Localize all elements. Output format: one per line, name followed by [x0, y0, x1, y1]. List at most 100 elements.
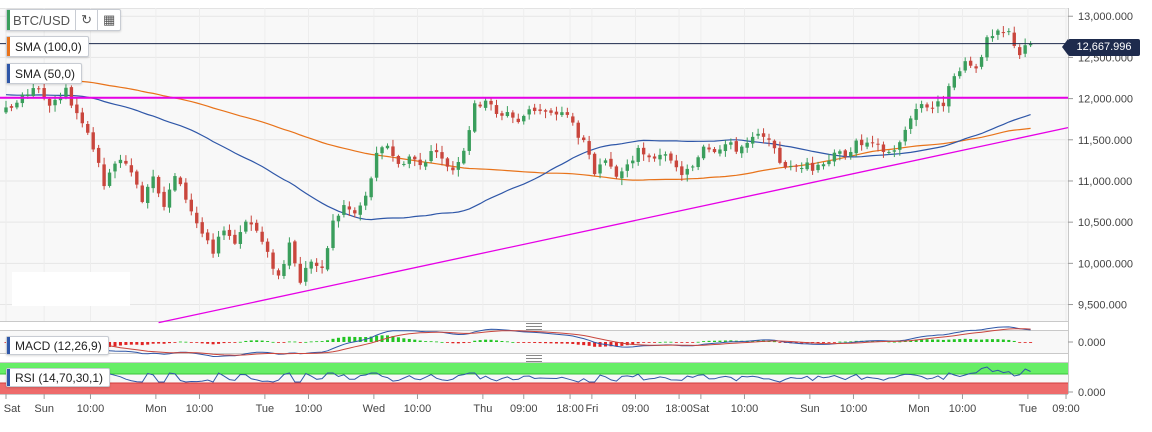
macd-histogram-bar [249, 340, 253, 342]
candle-body [407, 156, 411, 164]
x-tick-label: Mon [908, 403, 929, 415]
x-tick-label: 10:00 [295, 403, 323, 415]
candle-body [489, 100, 493, 105]
candle-body [47, 98, 52, 106]
macd-histogram-bar [168, 342, 171, 344]
macd-histogram-bar [647, 342, 651, 343]
candle-body [342, 205, 346, 215]
macd-histogram-bar [298, 342, 302, 343]
macd-histogram-bar [118, 342, 122, 346]
candle-body [369, 178, 373, 198]
candle-body [761, 133, 766, 137]
macd-label: MACD (12,26,9) [15, 338, 102, 353]
candle-body [113, 163, 117, 172]
macd-histogram-bar [887, 341, 891, 343]
x-tick-label: 10:00 [77, 403, 105, 415]
candle-body [358, 205, 362, 215]
candle-body [1012, 32, 1016, 46]
x-tick-label: 09:00 [510, 403, 538, 415]
macd-histogram-bar [277, 342, 280, 343]
x-tick-label: Thu [473, 403, 492, 415]
macd-histogram-bar [794, 342, 798, 344]
macd-histogram-bar [549, 342, 553, 344]
candle-body [75, 104, 79, 114]
macd-tick-label: 0.000 [1078, 337, 1106, 349]
calendar-icon[interactable]: ▦ [96, 10, 120, 30]
rsi-pane-resize-handle[interactable] [526, 355, 542, 362]
candle-body [560, 112, 564, 116]
candle-body [200, 222, 204, 234]
sma50-legend[interactable]: SMA (50,0) [6, 63, 83, 84]
candle-body [211, 239, 215, 254]
symbol-label[interactable]: BTC/USD [7, 10, 75, 30]
x-tick-label: 10:00 [186, 403, 214, 415]
macd-histogram-bar [260, 340, 264, 342]
candle-body [385, 145, 390, 149]
macd-histogram-bar [614, 342, 618, 347]
macd-histogram-bar [849, 341, 853, 343]
candle-body [810, 162, 815, 171]
macd-histogram-bar [244, 340, 248, 342]
candle-body [740, 146, 744, 154]
x-tick-label: 09:00 [622, 403, 650, 415]
macd-histogram-bar [996, 339, 1000, 342]
candle-body [293, 241, 297, 264]
macd-histogram-bar [843, 341, 847, 343]
macd-histogram-bar [816, 342, 820, 344]
candle-body [914, 109, 918, 120]
candle-body [549, 110, 553, 113]
candle-body [396, 156, 401, 164]
macd-histogram-bar [200, 342, 204, 344]
macd-pane [0, 330, 1068, 353]
macd-histogram-bar [424, 341, 428, 342]
candle-body [538, 109, 542, 111]
refresh-icon[interactable]: ↻ [75, 10, 97, 30]
candle-body [685, 168, 689, 175]
macd-histogram-bar [347, 336, 351, 342]
macd-histogram-bar [413, 339, 417, 342]
macd-histogram-bar [560, 342, 564, 344]
candle-body [930, 107, 935, 109]
macd-histogram-bar [195, 342, 199, 343]
candle-body [985, 37, 989, 58]
candle-body [887, 151, 891, 153]
macd-histogram-bar [108, 342, 112, 347]
candle-body [473, 103, 477, 132]
macd-histogram-bar [642, 342, 646, 343]
macd-histogram-bar [140, 342, 144, 346]
macd-histogram-bar [554, 342, 558, 344]
macd-histogram-bar [1007, 339, 1011, 342]
rsi-overbought-band [0, 363, 1068, 374]
y-tick-label: 9,500.000 [1078, 300, 1127, 312]
macd-pane-resize-handle[interactable] [526, 323, 542, 330]
macd-histogram-bar [925, 339, 929, 342]
macd-histogram-bar [473, 340, 477, 342]
candle-body [696, 157, 700, 168]
candle-body [4, 107, 8, 113]
candle-body [903, 129, 907, 142]
rsi-legend[interactable]: RSI (14,70,30,1) [6, 368, 111, 387]
macd-legend[interactable]: MACD (12,26,9) [6, 336, 109, 355]
macd-histogram-bar [271, 341, 275, 343]
candle-body [587, 141, 591, 155]
y-tick-label: 10,500.000 [1078, 217, 1133, 229]
candle-body [69, 87, 74, 106]
macd-histogram-bar [772, 341, 776, 343]
candle-body [423, 162, 428, 167]
candle-body [838, 151, 842, 154]
candle-body [37, 88, 41, 90]
candle-body [184, 182, 188, 200]
candle-body [222, 230, 226, 236]
candle-body [625, 164, 629, 171]
candle-body [821, 164, 826, 167]
macd-histogram-bar [527, 342, 531, 343]
candle-body [347, 206, 352, 210]
rsi-label: RSI (14,70,30,1) [15, 370, 104, 385]
sma100-legend[interactable]: SMA (100,0) [6, 36, 89, 57]
macd-histogram-bar [407, 338, 411, 342]
candle-body [325, 248, 330, 270]
macd-histogram-bar [511, 341, 515, 343]
candle-body [876, 143, 880, 145]
rsi-tick-label: 0.000 [1078, 387, 1106, 399]
